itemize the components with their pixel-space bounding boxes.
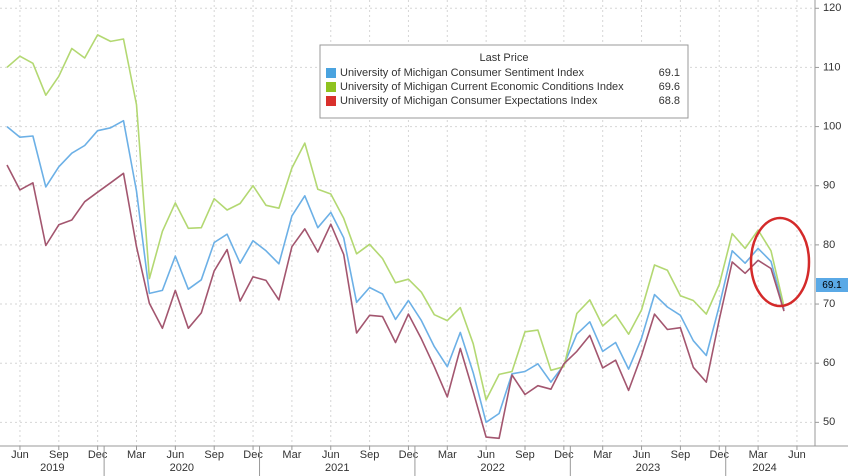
legend: Last Price University of Michigan Consum… [319, 44, 689, 119]
highlight-ellipse [749, 216, 811, 308]
x-tick-label: Dec [399, 449, 419, 461]
x-tick-label: Jun [11, 449, 29, 461]
y-tick-label: 100 [823, 120, 841, 132]
x-tick-label: Jun [788, 449, 806, 461]
y-tick-label: 90 [823, 180, 835, 192]
y-tick-label: 120 [823, 2, 841, 14]
last-value-box [816, 278, 848, 292]
legend-swatch [326, 68, 336, 78]
y-tick-label: 60 [823, 357, 835, 369]
y-tick-label: 50 [823, 416, 835, 428]
x-tick-label: Jun [477, 449, 495, 461]
series-line [6, 164, 785, 440]
legend-box [319, 44, 689, 119]
last-value-label: 69.1 [822, 280, 842, 291]
legend-swatch [326, 96, 336, 106]
x-tick-label: Dec [88, 449, 108, 461]
x-tick-label: Mar [282, 449, 301, 461]
year-label: 2022 [480, 462, 504, 474]
x-tick-label: Dec [709, 449, 729, 461]
legend-title: Last Price [480, 52, 529, 64]
last-value-marker: 69.1 [816, 278, 848, 292]
legend-value: 69.6 [659, 81, 680, 93]
y-tick-label: 110 [823, 61, 841, 73]
x-tick-label: Sep [360, 449, 380, 461]
x-tick-label: Mar [127, 449, 146, 461]
x-tick-label: Dec [554, 449, 574, 461]
year-label: 2023 [636, 462, 660, 474]
year-label: 2021 [325, 462, 349, 474]
lines [6, 34, 785, 440]
y-tick-label: 80 [823, 239, 835, 251]
y-tick-label: 70 [823, 298, 835, 310]
x-tick-label: Sep [204, 449, 224, 461]
series-line [6, 119, 785, 424]
axes: 50 60 70 80 90 100 110 120 Jun Sep Dec Mar Jun Sep Dec… [11, 2, 841, 476]
x-tick-label: Jun [166, 449, 184, 461]
x-tick-label: Sep [671, 449, 691, 461]
year-label: 2020 [170, 462, 194, 474]
x-tick-label: Jun [633, 449, 651, 461]
x-tick-label: Jun [322, 449, 340, 461]
legend-value: 68.8 [659, 95, 680, 107]
x-tick-label: Mar [593, 449, 612, 461]
legend-label: University of Michigan Consumer Sentimen… [340, 67, 584, 79]
x-tick-label: Sep [49, 449, 69, 461]
legend-swatch [326, 82, 336, 92]
legend-value: 69.1 [659, 67, 680, 79]
legend-label: University of Michigan Consumer Expectat… [340, 95, 598, 107]
x-tick-label: Sep [515, 449, 535, 461]
series-line [6, 34, 785, 401]
x-tick-label: Mar [749, 449, 768, 461]
year-label: 2019 [40, 462, 64, 474]
legend-label: University of Michigan Current Economic … [340, 81, 624, 93]
year-label: 2024 [752, 462, 776, 474]
x-tick-label: Mar [438, 449, 457, 461]
x-tick-label: Dec [243, 449, 263, 461]
